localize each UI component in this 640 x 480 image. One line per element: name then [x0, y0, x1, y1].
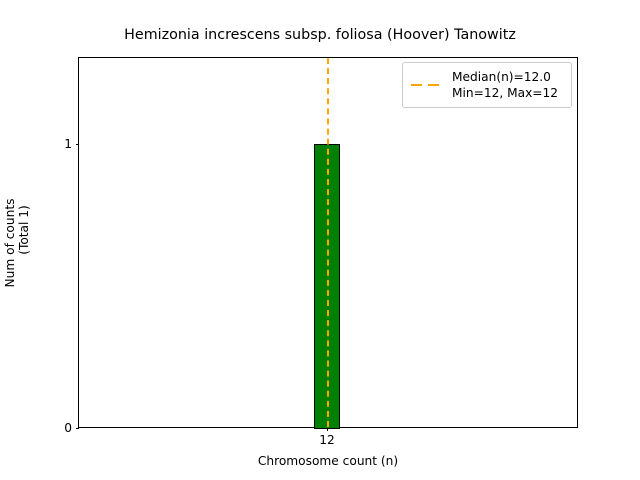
y-axis-label-line2: (Total 1): [17, 204, 31, 255]
y-tick-label-0: 0: [64, 421, 72, 435]
y-tick-mark-1: [75, 144, 79, 145]
y-axis-label-line1: Num of counts: [3, 198, 17, 287]
y-axis-label-container: Num of counts (Total 1): [0, 57, 34, 428]
legend-median-line-icon: [411, 78, 443, 92]
x-axis-label: Chromosome count (n): [257, 454, 399, 468]
y-tick-mark-0: [75, 428, 79, 429]
x-tick-label-12: 12: [319, 433, 335, 447]
legend[interactable]: Median(n)=12.0 Min=12, Max=12: [402, 62, 572, 109]
chart-title: Hemizonia increscens subsp. foliosa (Hoo…: [124, 27, 516, 43]
y-tick-label-1: 1: [64, 137, 72, 151]
legend-entry-minmax: Min=12, Max=12: [452, 86, 559, 101]
y-axis-label: Num of counts (Total 1): [3, 198, 31, 287]
plot-area: 0 1 12: [64, 57, 578, 447]
median-line: [327, 58, 329, 427]
legend-entry-median: Median(n)=12.0: [452, 70, 551, 84]
legend-text: Median(n)=12.0 Min=12, Max=12: [452, 69, 558, 101]
